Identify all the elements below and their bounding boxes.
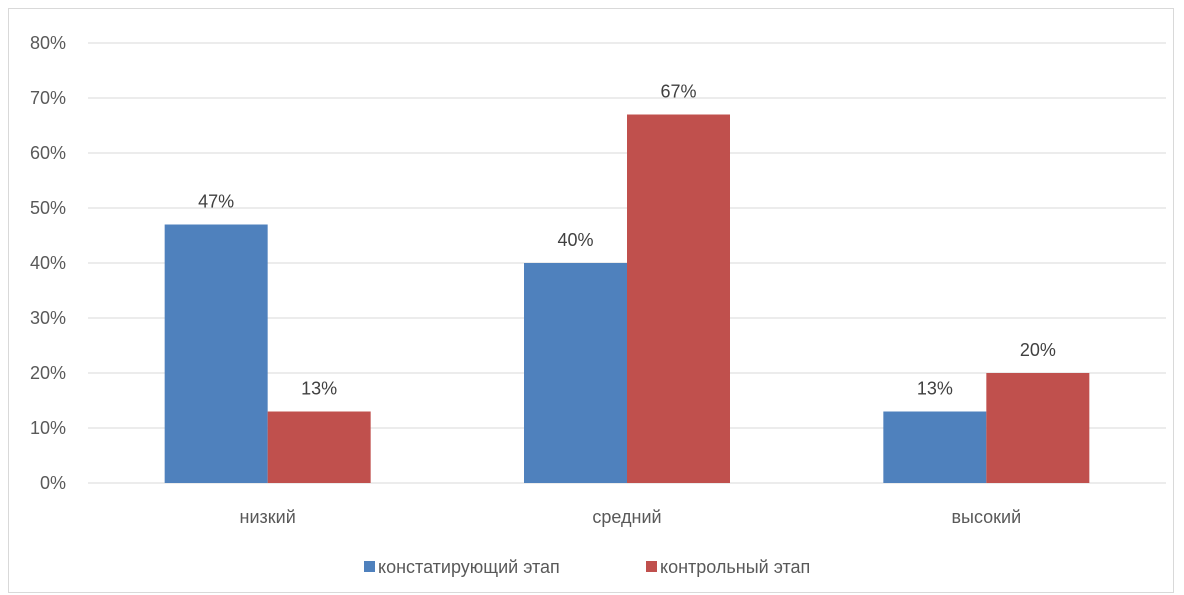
legend-label: контрольный этап	[660, 557, 810, 577]
y-tick-label: 30%	[30, 308, 66, 328]
y-tick-label: 20%	[30, 363, 66, 383]
bar	[164, 224, 268, 483]
legend-swatch	[646, 561, 657, 572]
legend-swatch	[364, 561, 375, 572]
bar	[883, 411, 987, 483]
y-tick-label: 0%	[40, 473, 66, 493]
bar	[627, 114, 730, 483]
y-tick-label: 70%	[30, 88, 66, 108]
bar	[524, 263, 627, 483]
data-label: 13%	[917, 379, 953, 399]
data-label: 47%	[198, 192, 234, 212]
data-label: 40%	[557, 230, 593, 250]
y-tick-label: 50%	[30, 198, 66, 218]
legend: констатирующий этап контрольный этап	[364, 557, 810, 577]
y-tick-label: 40%	[30, 253, 66, 273]
y-tick-label: 60%	[30, 143, 66, 163]
category-label: высокий	[951, 507, 1021, 527]
y-axis-ticks: 0% 10% 20% 30% 40% 50% 60% 70% 80%	[30, 33, 66, 493]
category-label: низкий	[240, 507, 296, 527]
category-label: средний	[592, 507, 661, 527]
y-tick-label: 10%	[30, 418, 66, 438]
data-labels: 47% 13% 40% 67% 13% 20%	[198, 82, 1056, 399]
bar	[267, 411, 371, 483]
y-tick-label: 80%	[30, 33, 66, 53]
bar	[986, 373, 1090, 483]
legend-label: констатирующий этап	[378, 557, 560, 577]
data-label: 20%	[1020, 340, 1056, 360]
bars	[164, 114, 1090, 483]
data-label: 13%	[301, 379, 337, 399]
category-labels: низкий средний высокий	[240, 507, 1022, 527]
data-label: 67%	[660, 82, 696, 102]
